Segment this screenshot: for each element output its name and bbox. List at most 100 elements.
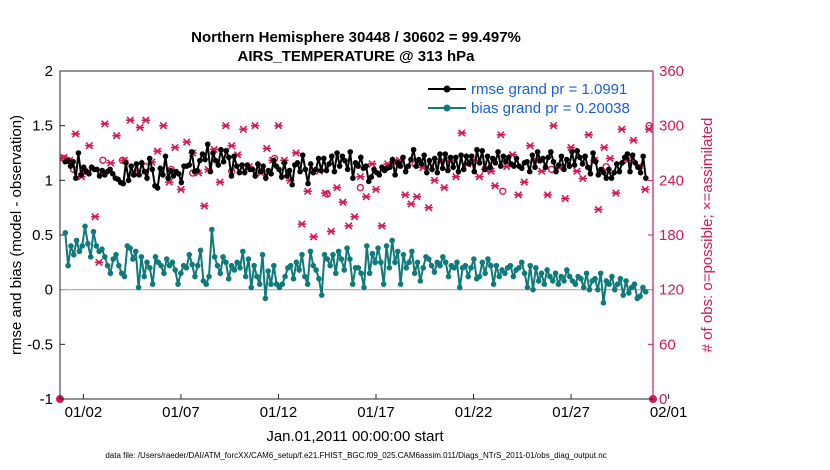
rmse-point (482, 166, 488, 173)
rmse-point (197, 157, 203, 164)
bias-point (121, 273, 128, 280)
rmse-point (595, 172, 602, 178)
rmse-point (447, 154, 454, 161)
rmse-point (397, 163, 404, 169)
bias-point (234, 259, 240, 266)
rmse-point (344, 166, 351, 173)
bias-point (462, 262, 469, 269)
rmse-point (637, 169, 644, 176)
bias-point (361, 284, 367, 291)
bias-point (282, 273, 288, 280)
obs-assimilated-marker (440, 183, 449, 192)
bias-point (90, 228, 97, 235)
legend-bias-marker (443, 104, 451, 112)
rmse-point (297, 168, 303, 175)
rmse-point (270, 157, 277, 164)
rmse-point (455, 168, 462, 175)
obs-assimilated-marker (344, 222, 353, 230)
bias-point (355, 265, 362, 271)
rmse-point (215, 162, 222, 168)
obs-assimilated-marker (525, 141, 535, 150)
obs-assimilated-marker (644, 125, 654, 134)
rmse-point (368, 174, 375, 180)
bias-point (135, 284, 142, 291)
rmse-point (426, 157, 433, 164)
rmse-point (587, 170, 594, 177)
bias-point (259, 251, 266, 258)
bias-point (409, 248, 415, 255)
x-tick-label: 01/07 (162, 404, 200, 421)
rmse-point (218, 146, 224, 153)
rmse-point (505, 154, 512, 161)
rmse-point (138, 160, 145, 166)
bias-point (620, 292, 626, 298)
obs-assimilated-marker (549, 121, 558, 130)
bias-point (420, 265, 426, 271)
bias-point (482, 270, 488, 277)
bias-point (544, 267, 550, 273)
obs-assimilated-marker (71, 130, 80, 138)
bias-point (307, 248, 314, 255)
bias-point (527, 262, 534, 269)
rmse-point (120, 180, 127, 187)
obs-assimilated-marker (611, 189, 621, 197)
bias-point (161, 270, 167, 277)
bias-point (380, 281, 387, 288)
obs-possible-marker (499, 187, 507, 195)
bias-point (192, 273, 198, 280)
bias-point (609, 273, 615, 280)
bias-point (93, 243, 100, 249)
rmse-point (603, 175, 610, 181)
y-left-tick-label: 2 (45, 63, 53, 80)
bias-point (237, 265, 243, 271)
rmse-point (466, 161, 472, 167)
bias-point (431, 269, 438, 275)
bias-point (552, 270, 559, 277)
obs-assimilated-marker (321, 189, 330, 197)
obs-assimilated-marker (85, 141, 94, 150)
rmse-point (529, 152, 536, 158)
legend: rmse grand pr = 1.0991 bias grand pr = 0… (428, 81, 630, 117)
rmse-point (555, 162, 562, 168)
obs-possible-marker (356, 183, 365, 192)
y-right-tick-label: 300 (659, 118, 684, 135)
bias-point (163, 256, 170, 262)
y-axis-left-label: rmse and bias (model - observation) (8, 115, 25, 355)
bias-series-points (62, 223, 649, 306)
bias-point (299, 251, 305, 258)
y-left-tick-label: 0 (45, 282, 53, 299)
rmse-point (487, 164, 493, 171)
rmse-point (65, 157, 71, 164)
rmse-point (339, 153, 346, 160)
rmse-point (252, 173, 259, 179)
bias-point (600, 299, 607, 306)
obs-assimilated-marker (106, 159, 115, 167)
rmse-point (532, 164, 538, 171)
obs-assimilated-marker (350, 213, 359, 221)
bias-point (451, 265, 457, 271)
bias-point (304, 281, 311, 288)
y-left-tick-label: 1.5 (32, 118, 53, 135)
obs-assimilated-marker (496, 131, 506, 139)
bias-point (375, 245, 381, 251)
bias-point (533, 265, 539, 271)
rmse-point (569, 149, 575, 155)
bias-point (172, 267, 178, 273)
rmse-point (268, 170, 274, 177)
y-left-tick-label: -0.5 (27, 336, 53, 353)
bias-point (206, 273, 212, 280)
bias-point (640, 284, 646, 291)
bias-point (290, 275, 297, 282)
bias-point (386, 265, 393, 271)
bias-point (442, 259, 449, 266)
bias-point (437, 262, 443, 269)
obs-assimilated-marker (514, 191, 523, 199)
obs-assimilated-marker (578, 174, 587, 183)
obs-assimilated-marker (221, 121, 230, 130)
rmse-point (167, 167, 174, 174)
rmse-point (210, 150, 216, 156)
bias-point (541, 281, 548, 288)
bias-point (358, 270, 364, 277)
rmse-point (453, 154, 459, 161)
